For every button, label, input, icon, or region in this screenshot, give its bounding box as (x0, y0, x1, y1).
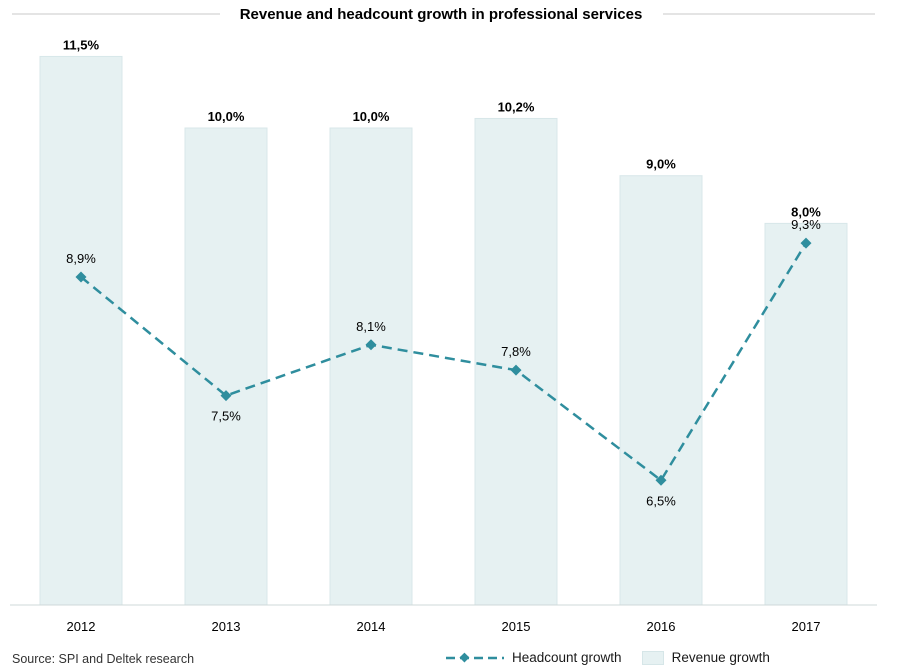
headcount-label-2016: 6,5% (646, 493, 676, 508)
bar-label-2013: 10,0% (208, 109, 245, 124)
chart-title: Revenue and headcount growth in professi… (240, 6, 643, 23)
legend-item-revenue: Revenue growth (622, 650, 770, 665)
legend-swatch-icon (641, 650, 664, 665)
headcount-label-2012: 8,9% (66, 251, 96, 266)
bar-2015 (474, 117, 558, 606)
headcount-marker-2015 (510, 364, 522, 376)
bar-label-2014: 10,0% (353, 109, 390, 124)
legend-line-icon (446, 652, 504, 663)
legend-label-revenue: Revenue growth (671, 650, 770, 665)
x-tick-2017: 2017 (792, 619, 821, 634)
headcount-marker-2014 (365, 339, 377, 351)
bar-2014 (329, 127, 413, 606)
headcount-marker-2012 (75, 271, 87, 283)
headcount-label-2013: 7,5% (211, 409, 241, 424)
legend-item-headcount: Headcount growth (446, 650, 622, 665)
line-series-group: 8,9% 7,5% 8,1% 7,8% 6,5% 9,3% (66, 217, 821, 508)
source-note: Source: SPI and Deltek research (12, 652, 195, 666)
legend: Headcount growth Revenue growth (446, 650, 770, 665)
x-tick-2013: 2013 (212, 619, 241, 634)
chart: Revenue and headcount growth in professi… (10, 6, 877, 634)
bar-2016 (619, 175, 703, 606)
bar-2017 (764, 222, 848, 606)
headcount-marker-2013 (220, 390, 232, 402)
bar-group (39, 55, 848, 606)
headcount-label-2014: 8,1% (356, 319, 386, 334)
bar-2012 (39, 55, 123, 606)
bar-label-2016: 9,0% (646, 157, 676, 172)
legend-label-headcount: Headcount growth (512, 650, 622, 665)
bar-label-group: 11,5% 10,0% 10,0% 10,2% 9,0% 8,0% (63, 37, 821, 219)
x-tick-2014: 2014 (357, 619, 386, 634)
x-tick-2015: 2015 (502, 619, 531, 634)
bar-2013 (184, 127, 268, 606)
bar-label-2017: 8,0% (791, 204, 821, 219)
headcount-label-2017: 9,3% (791, 217, 821, 232)
x-tick-group: 2012 2013 2014 2015 2016 2017 (67, 619, 821, 634)
x-tick-2016: 2016 (647, 619, 676, 634)
bar-label-2012: 11,5% (63, 37, 100, 52)
bar-label-2015: 10,2% (498, 99, 535, 114)
headcount-marker-2017 (800, 237, 812, 249)
x-tick-2012: 2012 (67, 619, 96, 634)
headcount-marker-2016 (655, 474, 667, 486)
headcount-label-2015: 7,8% (501, 344, 531, 359)
